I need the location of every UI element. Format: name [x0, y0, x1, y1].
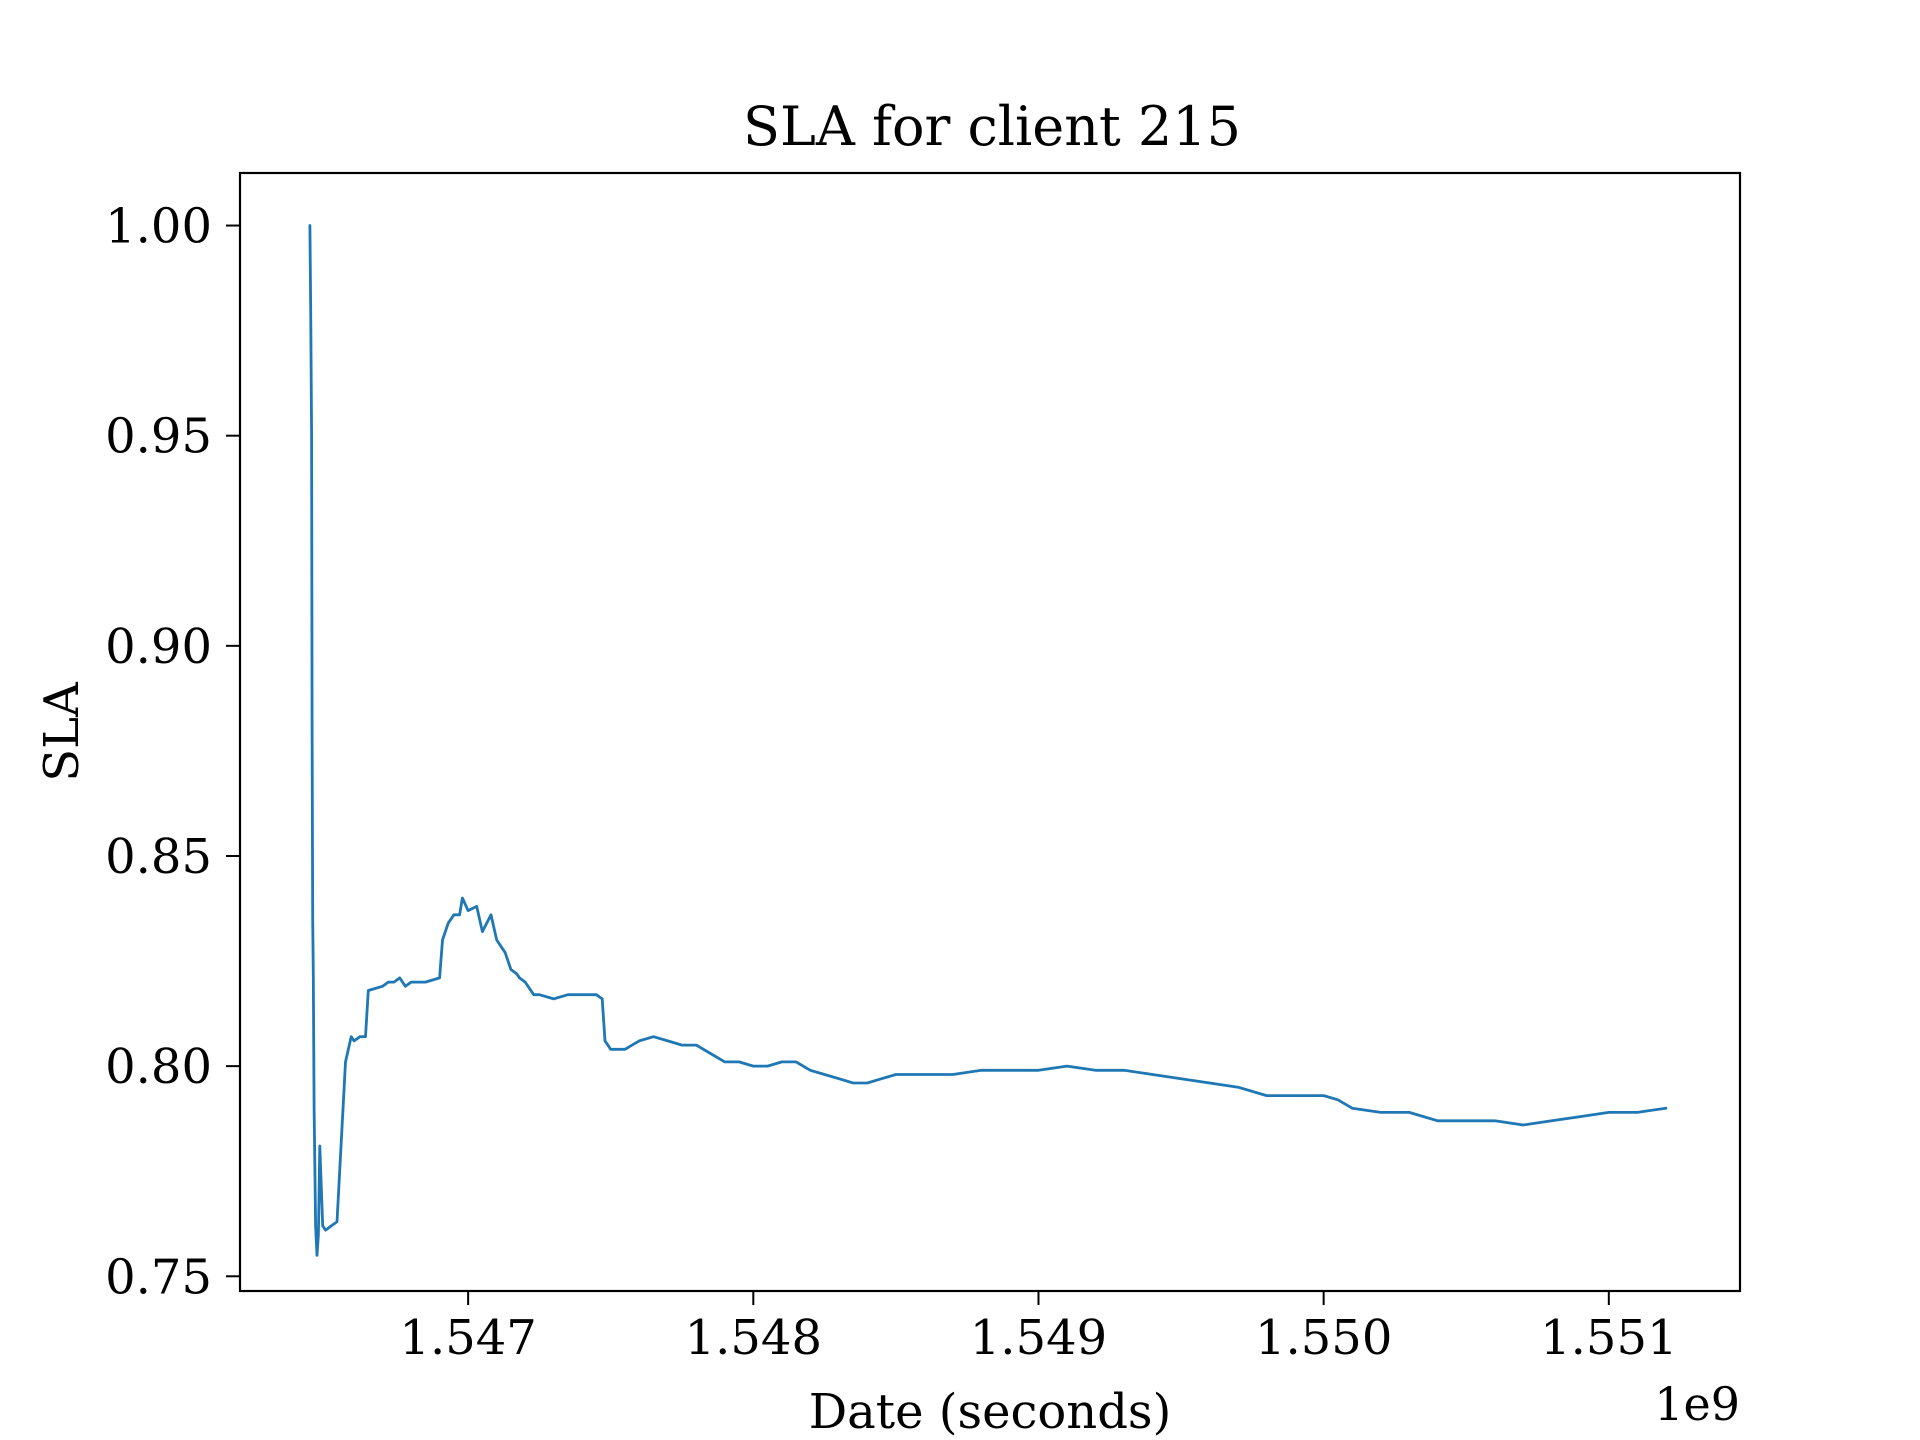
- x-tick-label: 1.549: [970, 1310, 1107, 1366]
- x-tick-label: 1.550: [1255, 1310, 1392, 1366]
- x-axis-label: Date (seconds): [809, 1384, 1172, 1440]
- y-tick-label: 0.80: [105, 1039, 212, 1095]
- plot-frame: [238, 171, 1742, 1293]
- y-axis: 0.75 0.80 0.85 0.90 0.95 1.00: [105, 199, 240, 1305]
- x-axis: 1.547 1.548 1.549 1.550 1.551: [399, 1291, 1678, 1366]
- series-line-0: [308, 224, 1668, 1257]
- x-tick-label: 1.547: [399, 1310, 536, 1366]
- plot-area: [238, 171, 1742, 1293]
- y-tick-label: 0.95: [105, 409, 212, 465]
- y-tick-label: 1.00: [105, 199, 212, 255]
- chart-title: SLA for client 215: [743, 95, 1241, 158]
- series-layer: [308, 224, 1668, 1257]
- x-axis-offset-label: 1e9: [1654, 1377, 1740, 1431]
- y-axis-label: SLA: [34, 681, 90, 782]
- y-tick-label: 0.90: [105, 619, 212, 675]
- x-tick-label: 1.551: [1540, 1310, 1677, 1366]
- y-tick-label: 0.85: [105, 829, 212, 885]
- y-tick-label: 0.75: [105, 1249, 212, 1305]
- x-tick-label: 1.548: [685, 1310, 822, 1366]
